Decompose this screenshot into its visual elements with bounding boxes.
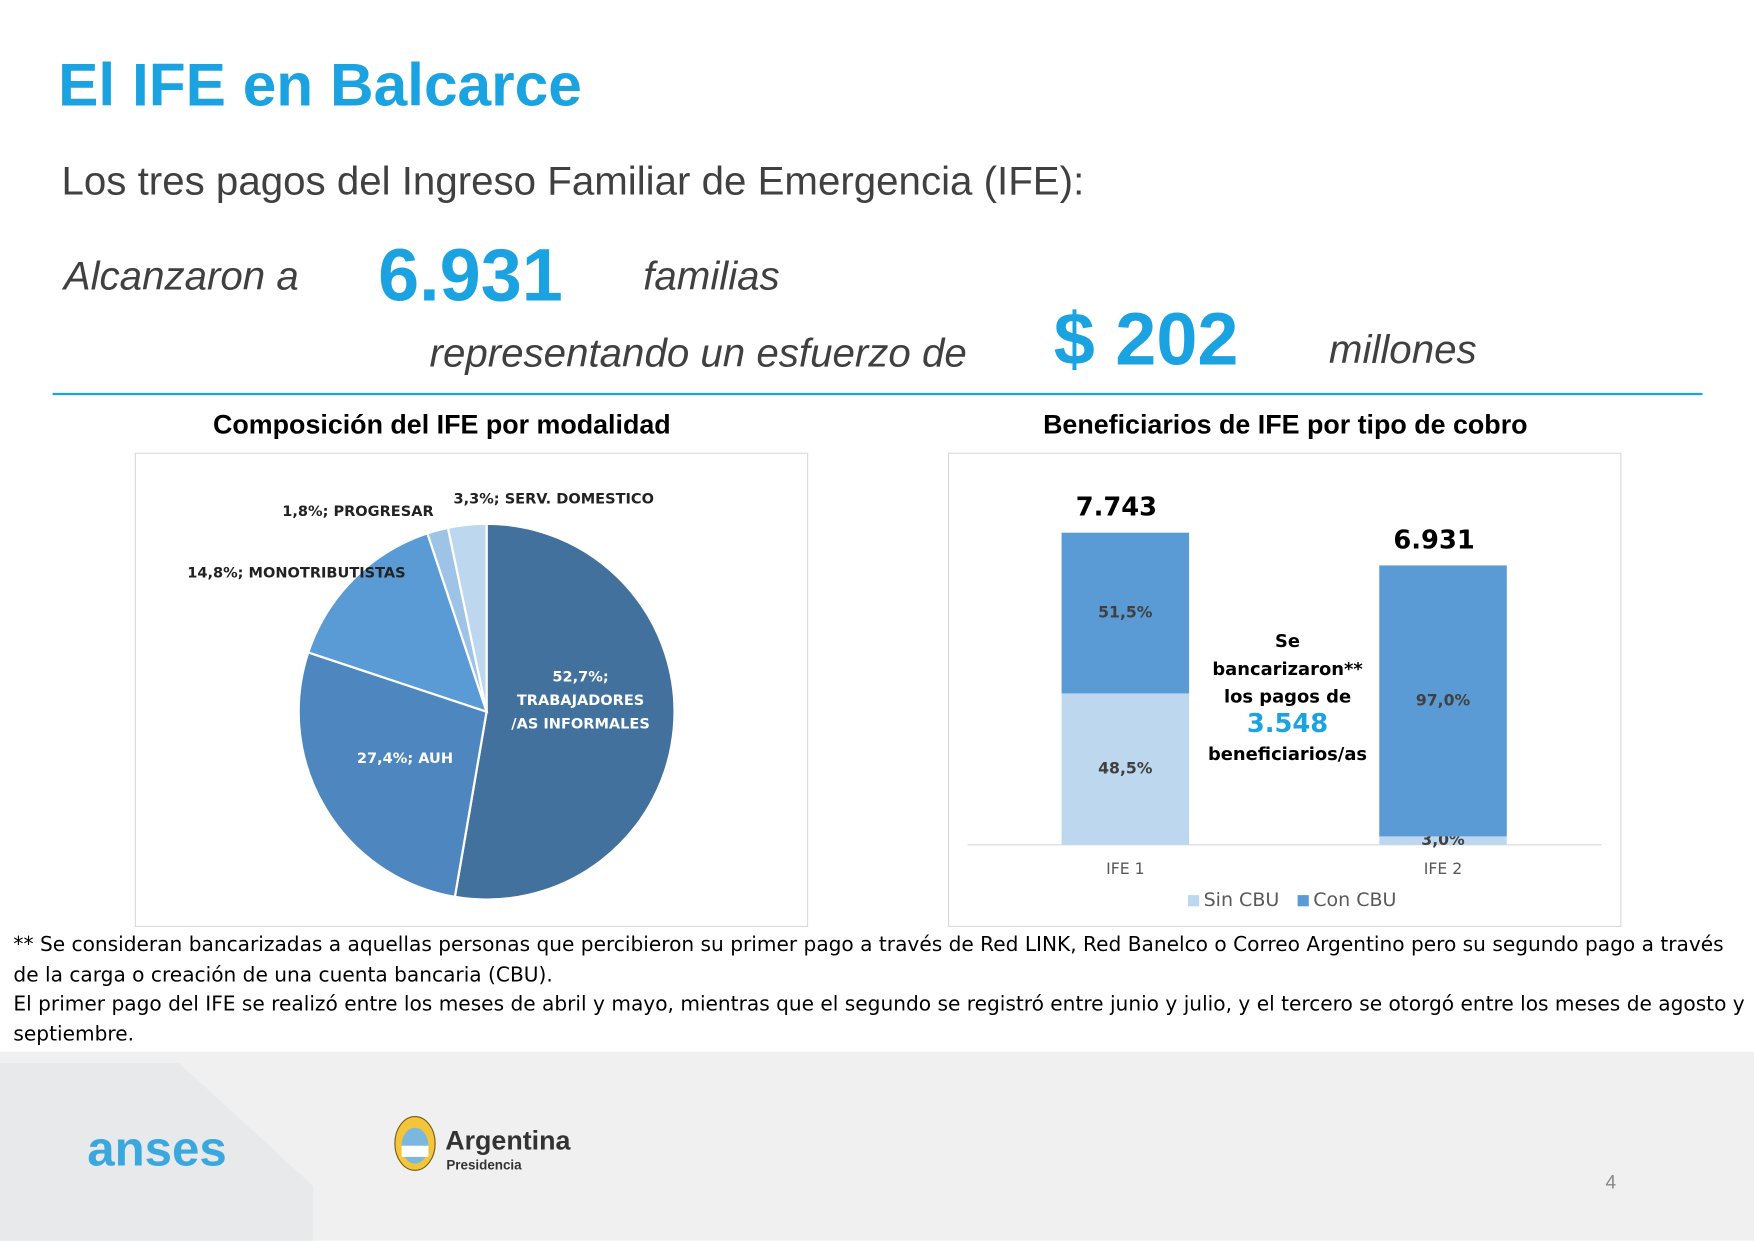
annotation-text: Se bancarizaron** los pagos de [1212,630,1363,708]
x-tick-label: IFE 2 [1424,859,1462,878]
annotation: Se bancarizaron** los pagos de 3.548 benef… [1197,627,1378,772]
bar-segment [1061,532,1190,694]
slice-label-box: 27,4%; AUH [356,750,453,768]
slice-label: 52,7%; TRABAJADORES /AS INFORMALES [511,669,650,733]
reach-prefix: Alcanzaron a [62,253,299,298]
legend-swatch [1297,895,1309,907]
slice-label: 3,3%; SERV. DOMESTICO [453,491,654,509]
slide-title: El IFE en Balcarce [58,51,582,119]
legend-label: Sin CBU [1204,889,1280,911]
footnote: ** Se consideran bancarizadas a aquellas… [13,933,1724,987]
bar-segment [1061,693,1190,845]
slice-label-box: 1,8%; PROGRESAR [282,503,434,521]
slice-label-box: 14,8%; MONOTRIBUTISTAS [187,565,406,582]
annotation-text: beneficiarios/as del IFE [1207,742,1368,772]
reach-value: 6.931 [378,233,563,316]
annotation-box: Se bancarizaron** los pagos de3.548benef… [1197,627,1378,772]
chart-frame [948,452,1622,928]
slice-label: 27,4%; AUH [356,750,453,768]
pie-chart: 52,7%; TRABAJADORES /AS INFORMALES 27,4%;… [187,491,676,901]
argentina-emblem [394,1116,436,1171]
anses-logo: anses [87,1121,227,1176]
total-label: 6.931 [1393,525,1474,555]
effort-prefix: representando un esfuerzo de [430,331,967,376]
pie-slice [446,522,488,712]
pie-slice [297,651,488,899]
x-tick-label: IFE 1 [1106,859,1144,878]
footnote-block-box: ** Se consideran bancarizadas a aquellas… [13,931,1749,1050]
bar-segment [1379,836,1507,845]
legend-swatch [1187,895,1200,907]
annotation-value: 3.548 [1246,709,1329,739]
argentina-logo: Argentina [445,1125,571,1155]
slice-label: 14,8%; MONOTRIBUTISTAS [187,565,406,582]
value-label: 51,5% [1098,603,1153,622]
argentina-logo-sub: Presidencia [446,1157,522,1172]
value-label: 97,0% [1416,690,1471,709]
value-label: 48,5% [1098,759,1153,778]
footnotes: ** Se consideran bancarizadas a aquellas… [13,931,1749,1050]
legend-label: Con CBU [1313,889,1396,911]
subtitle: Los tres pagos del Ingreso Familiar de E… [62,158,1085,203]
pie-slice [453,522,676,901]
footnote-block: ** Se consideran bancarizadas a aquellas… [13,931,1749,1050]
page-number: 4 [1606,1173,1617,1194]
chart-title: Beneficiarios de IFE por tipo de cobro [1043,410,1527,440]
footer-decoration [0,1062,314,1241]
slice-label-box: 52,7%; TRABAJADORES /AS INFORMALES [511,669,650,733]
chart-title: Composición del IFE por modalidad [213,410,671,440]
effort-value: $ 202 [1054,297,1239,380]
effort-suffix: millones [1329,327,1477,372]
footnote: El primer pago del IFE se realizó entre … [13,992,1745,1046]
reach-suffix: familias [643,253,780,298]
bar-segment [1379,565,1507,837]
slice-label-box: 3,3%; SERV. DOMESTICO [453,491,654,509]
total-label: 7.743 [1076,493,1157,523]
slice-label: 1,8%; PROGRESAR [282,503,434,521]
